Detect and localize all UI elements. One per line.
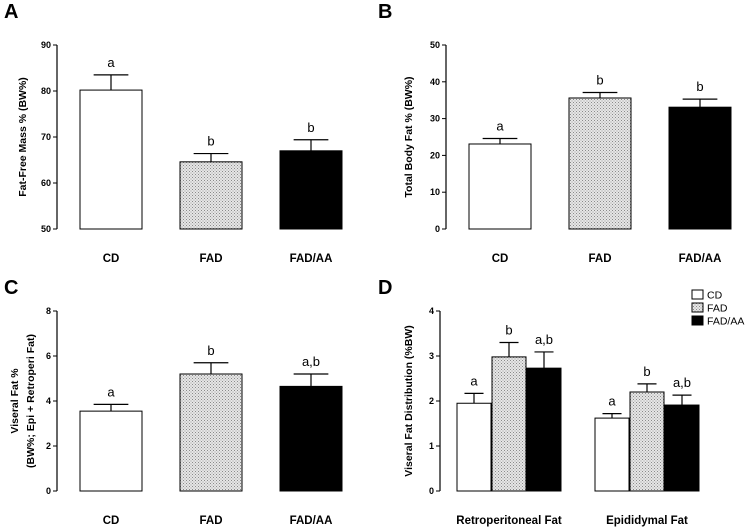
category-label: FAD bbox=[589, 253, 612, 265]
y-tick-label: 30 bbox=[430, 114, 440, 124]
significance-label: a bbox=[496, 118, 504, 133]
y-tick-label: 90 bbox=[41, 40, 51, 50]
legend-label: FAD bbox=[707, 303, 728, 315]
y-tick-label: 20 bbox=[430, 150, 440, 160]
significance-label: a bbox=[470, 373, 478, 388]
category-label: FAD/AA bbox=[290, 253, 333, 265]
y-tick-label: 70 bbox=[41, 132, 51, 142]
category-label: FAD/AA bbox=[290, 515, 333, 527]
bar bbox=[526, 367, 562, 492]
panel-d: D 0 1 2 3 4 Viseral Fat Distribution (%BW) a b a,… bbox=[378, 277, 744, 527]
y-tick-label: 50 bbox=[430, 40, 440, 50]
category-label: FAD bbox=[200, 253, 223, 265]
legend-swatch bbox=[691, 289, 704, 300]
panel-c: C 0 2 4 6 8 Viseral Fat % (BW%; Epi + Retroperi… bbox=[4, 277, 343, 527]
bar bbox=[279, 385, 343, 492]
significance-label: b bbox=[505, 323, 512, 338]
panel-label: B bbox=[378, 1, 392, 23]
panel-label: C bbox=[4, 277, 18, 299]
category-label: FAD bbox=[200, 515, 223, 527]
bar bbox=[468, 143, 532, 230]
y-tick-label: 8 bbox=[46, 306, 51, 316]
bar bbox=[79, 410, 143, 492]
bar bbox=[568, 97, 632, 230]
bar bbox=[179, 373, 243, 492]
y-tick-label: 2 bbox=[429, 396, 434, 406]
bar bbox=[79, 89, 143, 230]
bar bbox=[629, 391, 665, 492]
significance-label: b bbox=[596, 72, 603, 87]
bar bbox=[456, 402, 492, 492]
y-tick-label: 60 bbox=[41, 178, 51, 188]
significance-label: a bbox=[608, 394, 616, 409]
category-label: CD bbox=[103, 515, 120, 527]
bar bbox=[491, 356, 527, 492]
y-tick-label: 0 bbox=[429, 486, 434, 496]
panel-a: A 50 60 70 80 90 Fat-Free Mass % (BW%) a CD b FAD b… bbox=[4, 1, 343, 265]
y-tick-label: 4 bbox=[429, 306, 434, 316]
significance-label: b bbox=[207, 134, 214, 149]
y-tick-label: 0 bbox=[46, 486, 51, 496]
y-tick-label: 80 bbox=[41, 86, 51, 96]
legend-swatch bbox=[691, 315, 704, 326]
category-label: Retroperitoneal Fat bbox=[456, 515, 562, 527]
y-tick-label: 0 bbox=[435, 224, 440, 234]
bar bbox=[279, 150, 343, 230]
y-tick-label: 6 bbox=[46, 351, 51, 361]
legend-swatch bbox=[691, 302, 704, 313]
y-axis-label: (BW%; Epi + Retroperi Fat) bbox=[25, 334, 37, 468]
category-label: CD bbox=[492, 253, 509, 265]
legend-label: FAD/AA bbox=[707, 316, 744, 328]
legend-label: CD bbox=[707, 290, 723, 302]
significance-label: b bbox=[696, 79, 703, 94]
y-tick-label: 4 bbox=[46, 396, 51, 406]
y-axis-label: Viseral Fat % bbox=[9, 368, 21, 434]
category-label: FAD/AA bbox=[679, 253, 722, 265]
significance-label: b bbox=[643, 364, 650, 379]
y-tick-label: 40 bbox=[430, 77, 440, 87]
y-axis-label: Viseral Fat Distribution (%BW) bbox=[403, 325, 415, 477]
bar bbox=[664, 404, 700, 492]
bar bbox=[179, 161, 243, 230]
y-axis-label: Fat-Free Mass % (BW%) bbox=[17, 77, 29, 197]
significance-label: a,b bbox=[673, 375, 691, 390]
significance-label: a,b bbox=[302, 354, 320, 369]
significance-label: a bbox=[107, 55, 115, 70]
significance-label: a bbox=[107, 384, 115, 399]
y-tick-label: 50 bbox=[41, 224, 51, 234]
significance-label: b bbox=[307, 120, 314, 135]
y-tick-label: 1 bbox=[429, 441, 434, 451]
y-axis-label: Total Body Fat % (BW%) bbox=[403, 76, 415, 197]
panel-label: D bbox=[378, 277, 392, 299]
significance-label: b bbox=[207, 343, 214, 358]
y-tick-label: 2 bbox=[46, 441, 51, 451]
panel-b: B 0 10 20 30 40 50 Total Body Fat % (BW%) a CD b FA… bbox=[378, 1, 732, 265]
category-label: CD bbox=[103, 253, 120, 265]
y-tick-label: 3 bbox=[429, 351, 434, 361]
category-label: Epididymal Fat bbox=[606, 515, 688, 527]
bar bbox=[668, 106, 732, 230]
panel-label: A bbox=[4, 1, 18, 23]
y-tick-label: 10 bbox=[430, 187, 440, 197]
significance-label: a,b bbox=[535, 332, 553, 347]
bar bbox=[594, 417, 630, 492]
